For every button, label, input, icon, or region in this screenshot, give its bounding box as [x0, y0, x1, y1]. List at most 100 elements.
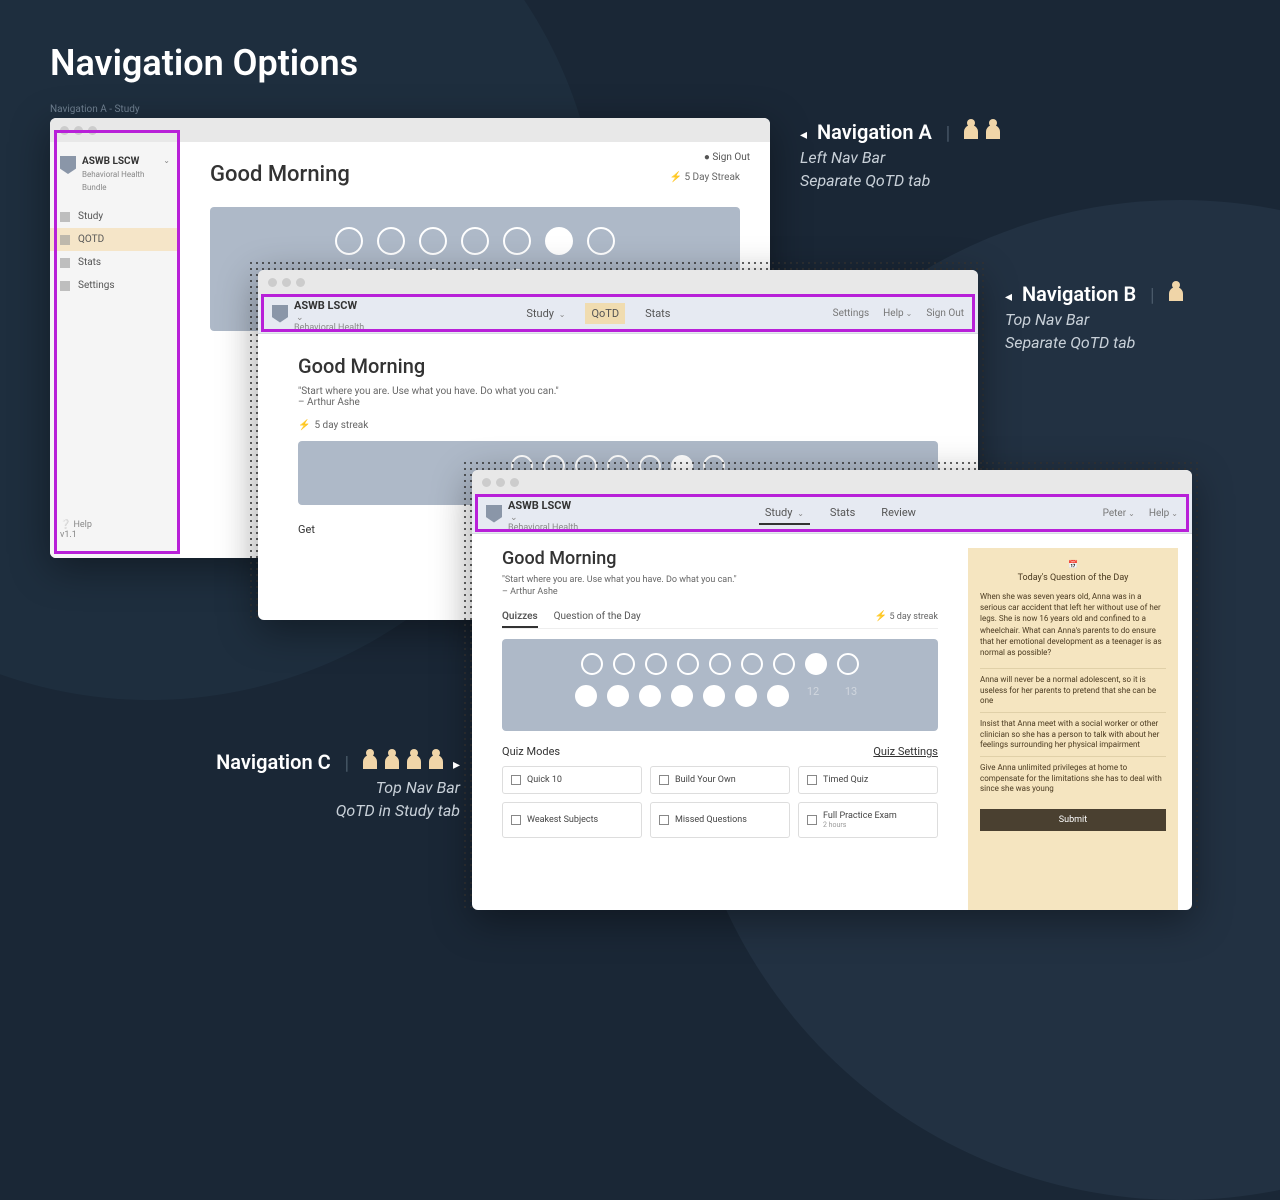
flag-icon — [659, 815, 669, 825]
arrow-left-icon: ◂ — [800, 127, 807, 143]
quote: "Start where you are. Use what you have.… — [502, 575, 938, 585]
vote-icons — [1169, 287, 1183, 301]
tab-review[interactable]: Review — [875, 502, 922, 525]
greeting: Good Morning — [210, 162, 740, 187]
quote: "Start where you are. Use what you have.… — [298, 386, 938, 397]
streak-label: ⚡ 5 day streak — [875, 611, 938, 628]
sidebar: ASWB LSCW Behavioral Health Bundle ⌄ Stu… — [50, 142, 180, 558]
sign-out-link[interactable]: ● Sign Out — [704, 152, 750, 163]
subtab-qotd[interactable]: Question of the Day — [554, 611, 641, 628]
help-link[interactable]: Help⌄ — [883, 308, 912, 319]
streak-label: ⚡5 day streak — [298, 420, 938, 431]
brand[interactable]: ASWB LSCW⌄ Behavioral Health — [294, 294, 364, 333]
chevron-down-icon: ⌄ — [559, 310, 566, 319]
tab-stats[interactable]: Stats — [639, 303, 676, 324]
help-link[interactable]: ❔ Help — [60, 520, 170, 530]
qotd-answer[interactable]: Give Anna unlimited privileges at home t… — [980, 756, 1166, 800]
brand[interactable]: ASWB LSCW Behavioral Health Bundle ⌄ — [50, 152, 180, 205]
chevron-down-icon: ⌄ — [906, 309, 913, 318]
window-c: ASWB LSCW⌄ Behavioral Health Study ⌄ Sta… — [472, 470, 1192, 910]
help-link[interactable]: Help⌄ — [1149, 508, 1178, 519]
sidebar-item-settings[interactable]: Settings — [50, 274, 180, 297]
quote-author: – Arthur Ashe — [298, 397, 938, 408]
page-title: Navigation Options — [50, 42, 358, 84]
top-nav-bar: ASWB LSCW⌄ Behavioral Health Study ⌄ Sta… — [472, 494, 1192, 534]
bolt-icon: ⚡ — [298, 420, 310, 431]
chevron-down-icon: ⌄ — [1171, 509, 1178, 518]
chevron-down-icon: ⌄ — [1128, 509, 1135, 518]
qotd-question: When she was seven years old, Anna was i… — [980, 591, 1166, 658]
tab-qotd[interactable]: QoTD — [585, 303, 625, 324]
shield-icon — [60, 156, 76, 174]
brand-title: ASWB LSCW — [82, 156, 155, 167]
annotation-title: Navigation C — [216, 750, 331, 774]
user-menu[interactable]: Peter⌄ — [1103, 508, 1135, 519]
greeting: Good Morning — [502, 548, 938, 569]
chevron-down-icon: ⌄ — [296, 313, 364, 323]
quiz-grid: Quick 10 Build Your Own Timed Quiz Weake… — [502, 766, 938, 838]
subtabs: Quizzes Question of the Day ⚡ 5 day stre… — [502, 611, 938, 629]
person-icon — [986, 125, 1000, 139]
sidebar-item-stats[interactable]: Stats — [50, 251, 180, 274]
quiz-card-timed[interactable]: Timed Quiz — [798, 766, 938, 794]
chart-icon — [60, 258, 70, 268]
person-icon — [407, 755, 421, 769]
quiz-modes-title: Quiz Modes — [502, 745, 560, 758]
annotation-c: Navigation C | ▸ Top Nav Bar QoTD in Stu… — [170, 750, 460, 820]
quote-author: – Arthur Ashe — [502, 587, 938, 597]
sign-out-link[interactable]: Sign Out — [926, 308, 964, 319]
qotd-title: Today's Question of the Day — [980, 573, 1166, 583]
titlebar — [258, 270, 978, 294]
qotd-answer[interactable]: Insist that Anna meet with a social work… — [980, 712, 1166, 756]
shield-icon — [272, 305, 288, 323]
streak-label: ⚡ 5 Day Streak — [670, 172, 741, 183]
vote-icons — [964, 125, 1000, 139]
settings-link[interactable]: Settings — [833, 308, 870, 319]
submit-button[interactable]: Submit — [980, 809, 1166, 831]
arrow-left-icon: ◂ — [1005, 289, 1012, 305]
person-icon — [385, 755, 399, 769]
titlebar — [50, 118, 770, 142]
quiz-card-quick10[interactable]: Quick 10 — [502, 766, 642, 794]
tab-study[interactable]: Study ⌄ — [520, 303, 571, 324]
exam-icon — [807, 815, 817, 825]
tab-study[interactable]: Study ⌄ — [759, 502, 810, 525]
quiz-settings-link[interactable]: Quiz Settings — [873, 745, 938, 758]
sidebar-item-study[interactable]: Study — [50, 205, 180, 228]
qotd-answer[interactable]: Anna will never be a normal adolescent, … — [980, 668, 1166, 712]
annotation-title: Navigation B — [1022, 282, 1136, 306]
top-nav-bar: ASWB LSCW⌄ Behavioral Health Study ⌄ QoT… — [258, 294, 978, 334]
quiz-card-missed[interactable]: Missed Questions — [650, 802, 790, 838]
annotation-a: ◂ Navigation A | Left Nav Bar Separate Q… — [800, 120, 1000, 190]
arrow-right-icon: ▸ — [453, 757, 460, 773]
quiz-card-weakest[interactable]: Weakest Subjects — [502, 802, 642, 838]
subtab-quizzes[interactable]: Quizzes — [502, 611, 538, 628]
person-icon — [1169, 287, 1183, 301]
version-label: v1.1 — [60, 530, 170, 540]
chevron-down-icon: ⌄ — [510, 513, 578, 523]
sidebar-item-qotd[interactable]: QOTD — [50, 228, 180, 251]
person-icon — [429, 755, 443, 769]
person-icon — [60, 281, 70, 291]
tab-stats[interactable]: Stats — [824, 502, 861, 525]
bolt-icon: ⚡ — [670, 172, 682, 183]
timer-icon — [807, 775, 817, 785]
brand[interactable]: ASWB LSCW⌄ Behavioral Health — [508, 494, 578, 533]
annotation-b: ◂ Navigation B | Top Nav Bar Separate Qo… — [1005, 282, 1183, 352]
person-icon — [363, 755, 377, 769]
person-icon — [964, 125, 978, 139]
quiz-card-full[interactable]: Full Practice Exam2 hours — [798, 802, 938, 838]
vote-icons — [363, 755, 443, 769]
list-icon — [60, 212, 70, 222]
window-label: Navigation A - Study — [50, 104, 140, 115]
brand-sub: Behavioral Health Bundle — [82, 170, 144, 192]
greeting: Good Morning — [298, 354, 938, 378]
annotation-title: Navigation A — [817, 120, 932, 144]
quiz-card-build[interactable]: Build Your Own — [650, 766, 790, 794]
calendar-icon — [60, 235, 70, 245]
chevron-down-icon: ⌄ — [163, 156, 170, 165]
titlebar — [472, 470, 1192, 494]
main-content: Good Morning "Start where you are. Use w… — [472, 534, 968, 910]
expand-icon — [511, 775, 521, 785]
shield-icon — [486, 505, 502, 523]
